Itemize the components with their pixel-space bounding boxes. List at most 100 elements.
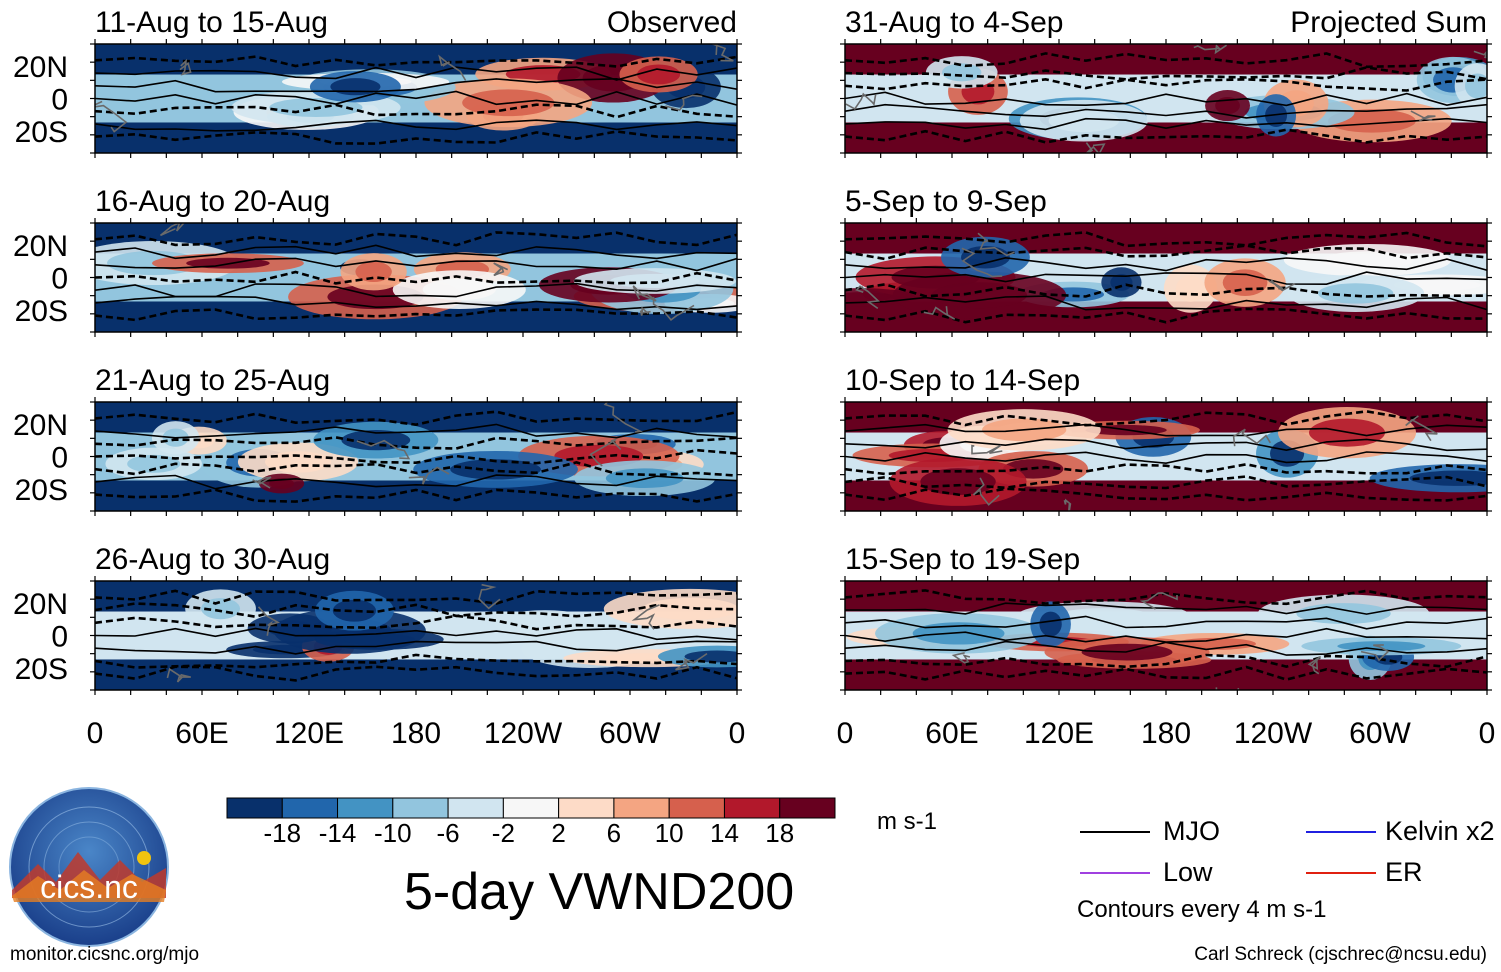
lat-tick-label: 20N — [13, 588, 68, 621]
coastline — [1193, 44, 1228, 55]
contour-line — [95, 640, 737, 655]
contour-note: Contours every 4 m s-1 — [1077, 896, 1327, 923]
coastline — [603, 402, 643, 433]
field-anomaly-core — [450, 459, 541, 480]
contour-line — [845, 117, 1487, 131]
legend-line-kelvin — [1306, 831, 1376, 833]
colorbar-label: 10 — [655, 818, 684, 848]
contour-line — [95, 244, 737, 260]
coastline — [1473, 50, 1487, 59]
coastline — [95, 100, 128, 133]
column-label: Projected Sum — [1290, 6, 1487, 39]
legend-label-low: Low — [1163, 857, 1213, 887]
lon-tick-label: 180 — [391, 717, 441, 750]
legend-line-er — [1306, 872, 1376, 874]
column-label: Observed — [607, 6, 737, 39]
coastline — [493, 262, 509, 277]
colorbar-label: -6 — [437, 818, 460, 848]
panel-title: 11-Aug to 15-Aug — [95, 6, 328, 39]
map-field — [845, 402, 1487, 511]
contour-line — [845, 307, 1487, 324]
contour-line — [845, 128, 1487, 144]
contour-line — [95, 103, 737, 119]
colorbar-swatch — [392, 797, 449, 819]
map-field — [95, 223, 737, 332]
contour-line — [845, 256, 1487, 272]
legend-line-mjo — [1080, 831, 1150, 833]
field-anomaly-core — [942, 63, 982, 82]
field-anomaly-core — [355, 261, 392, 283]
colorbar-label: -10 — [374, 818, 412, 848]
contour-line — [95, 488, 737, 503]
field-anomaly-core — [684, 650, 737, 663]
coastline — [159, 223, 185, 237]
legend-label-er: ER — [1385, 857, 1423, 887]
legend-label-mjo: MJO — [1163, 816, 1220, 846]
coastline — [179, 58, 192, 76]
contour-line — [845, 487, 1487, 502]
coastline — [252, 476, 272, 489]
field-anomaly-core — [1048, 109, 1120, 133]
colorbar-label: 2 — [551, 818, 565, 848]
field-anomaly-core — [1175, 275, 1206, 302]
lat-tick-label: 0 — [51, 442, 68, 475]
lon-tick-label: 120E — [1024, 717, 1094, 750]
panel-title: 26-Aug to 30-Aug — [95, 543, 330, 576]
coastline — [356, 439, 411, 460]
coastline — [972, 477, 1000, 506]
contour-line — [845, 665, 1487, 681]
field-anomaly-core — [127, 454, 181, 473]
contour-line — [845, 462, 1487, 476]
coastline — [1063, 498, 1072, 511]
coastline — [971, 444, 1003, 455]
coastline — [1232, 428, 1271, 447]
map-field — [845, 223, 1487, 332]
field-anomaly-core — [332, 599, 377, 622]
lon-tick-label: 60E — [175, 717, 228, 750]
field-anomaly-core — [1039, 611, 1062, 637]
colorbar-swatch — [558, 797, 615, 819]
map-panel: 10-Sep to 14-Sep — [840, 364, 1492, 516]
field-anomaly-core — [1318, 283, 1394, 304]
field-anomaly-core — [422, 278, 496, 301]
lat-tick-label: 0 — [51, 263, 68, 296]
contour-line — [95, 257, 737, 272]
contour-line — [845, 103, 1487, 119]
figure-title: 5-day VWND200 — [404, 863, 795, 921]
contour-line — [845, 244, 1487, 261]
coastline — [961, 247, 1003, 278]
contour-line — [95, 66, 737, 81]
lon-tick-label: 120W — [484, 717, 563, 750]
colorbar-swatch — [447, 797, 504, 819]
coastline — [631, 604, 660, 630]
lat-tick-label: 20N — [13, 51, 68, 84]
coastline — [665, 94, 703, 111]
contour-line — [95, 614, 737, 631]
coastline — [951, 652, 971, 664]
field-anomaly-core — [1055, 608, 1152, 625]
coastline — [1085, 142, 1106, 153]
field-anomaly-core — [1296, 603, 1391, 624]
coastline — [1268, 279, 1296, 292]
panel-title: 5-Sep to 9-Sep — [845, 185, 1047, 218]
lat-tick-label: 0 — [51, 84, 68, 117]
field-anomaly-core — [920, 468, 996, 495]
lon-tick-label: 0 — [1479, 717, 1496, 750]
cics-logo: cics.nc — [8, 786, 170, 948]
contour-line — [95, 461, 737, 477]
cics-logo-graphic: cics.nc — [9, 787, 169, 947]
coastline — [1410, 110, 1436, 122]
lon-tick-label: 120E — [274, 717, 344, 750]
source-url: monitor.cicsnc.org/mjo — [10, 944, 200, 965]
map-panel: 5-Sep to 9-Sep — [840, 185, 1492, 337]
colorbar-label: -2 — [492, 818, 515, 848]
coastline — [589, 438, 622, 467]
colorbar-label: 6 — [607, 818, 621, 848]
contour-line — [845, 283, 1487, 298]
contour-line — [95, 77, 737, 93]
panel-title: 15-Sep to 19-Sep — [845, 543, 1080, 576]
colorbar-units: m s-1 — [877, 808, 937, 835]
